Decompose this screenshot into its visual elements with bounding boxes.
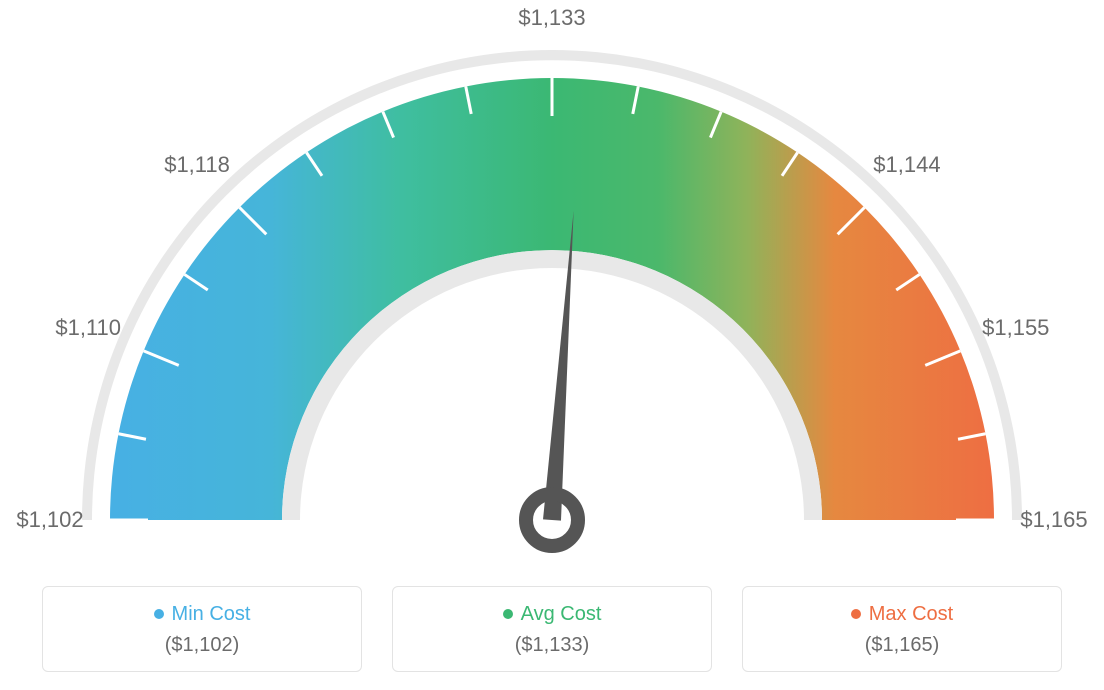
gauge-tick-label: $1,102	[16, 507, 83, 533]
gauge-tick-label: $1,110	[55, 315, 121, 341]
legend-card-min: Min Cost ($1,102)	[42, 586, 362, 672]
gauge-tick-label: $1,144	[873, 152, 940, 178]
legend-title-max: Max Cost	[755, 603, 1049, 626]
gauge-tick-label: $1,133	[518, 5, 585, 31]
legend-value-min: ($1,102)	[55, 634, 349, 657]
legend-title-avg: Avg Cost	[405, 603, 699, 626]
legend-row: Min Cost ($1,102) Avg Cost ($1,133) Max …	[0, 586, 1104, 672]
gauge-tick-label: $1,155	[982, 315, 1049, 341]
dot-icon	[851, 609, 861, 619]
legend-value-max: ($1,165)	[755, 634, 1049, 657]
legend-card-max: Max Cost ($1,165)	[742, 586, 1062, 672]
dot-icon	[503, 609, 513, 619]
gauge-tick-label: $1,118	[164, 152, 230, 178]
dot-icon	[154, 609, 164, 619]
legend-title-min: Min Cost	[55, 603, 349, 626]
legend-value-avg: ($1,133)	[405, 634, 699, 657]
gauge-chart: $1,102 $1,110 $1,118 $1,133 $1,144 $1,155 $1,1…	[0, 0, 1104, 560]
legend-card-avg: Avg Cost ($1,133)	[392, 586, 712, 672]
gauge-svg	[0, 0, 1104, 560]
legend-title-text: Max Cost	[869, 603, 953, 625]
legend-title-text: Avg Cost	[521, 603, 602, 625]
gauge-tick-label: $1,165	[1020, 507, 1087, 533]
legend-title-text: Min Cost	[172, 603, 251, 625]
